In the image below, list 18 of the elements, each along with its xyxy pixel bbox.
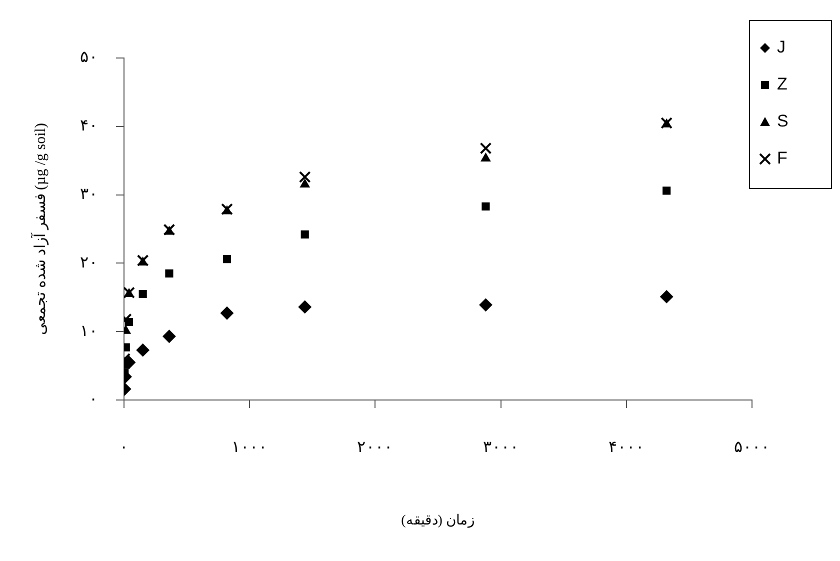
y-tick-label: ۲۰ (80, 254, 98, 272)
x-axis-title: زمان (دقیقه) (401, 513, 475, 528)
x-tick-label: ۴۰۰۰ (608, 438, 644, 456)
x-tick-label: ۳۰۰۰ (482, 438, 519, 456)
x-tick-label: ۱۰۰۰ (232, 438, 268, 456)
legend-label: S (777, 112, 788, 131)
y-tick-label: ۰ (89, 391, 98, 408)
y-tick-label: ۵۰ (80, 49, 98, 66)
y-tick-label: ۳۰ (80, 186, 98, 204)
y-tick-label: ۱۰ (80, 322, 98, 340)
legend-label: J (777, 38, 786, 57)
legend-label: Z (777, 74, 788, 94)
x-tick-label: ۰ (120, 438, 128, 456)
y-tick-label: ۴۰ (80, 118, 98, 135)
x-tick-label: ۲۰۰۰ (357, 438, 394, 456)
y-axis-title: فسفر آزاد شده تجمعی (µg /g soil) (30, 123, 49, 335)
x-tick-label: ۵۰۰۰ (734, 438, 770, 456)
legend-label: F (777, 148, 788, 168)
